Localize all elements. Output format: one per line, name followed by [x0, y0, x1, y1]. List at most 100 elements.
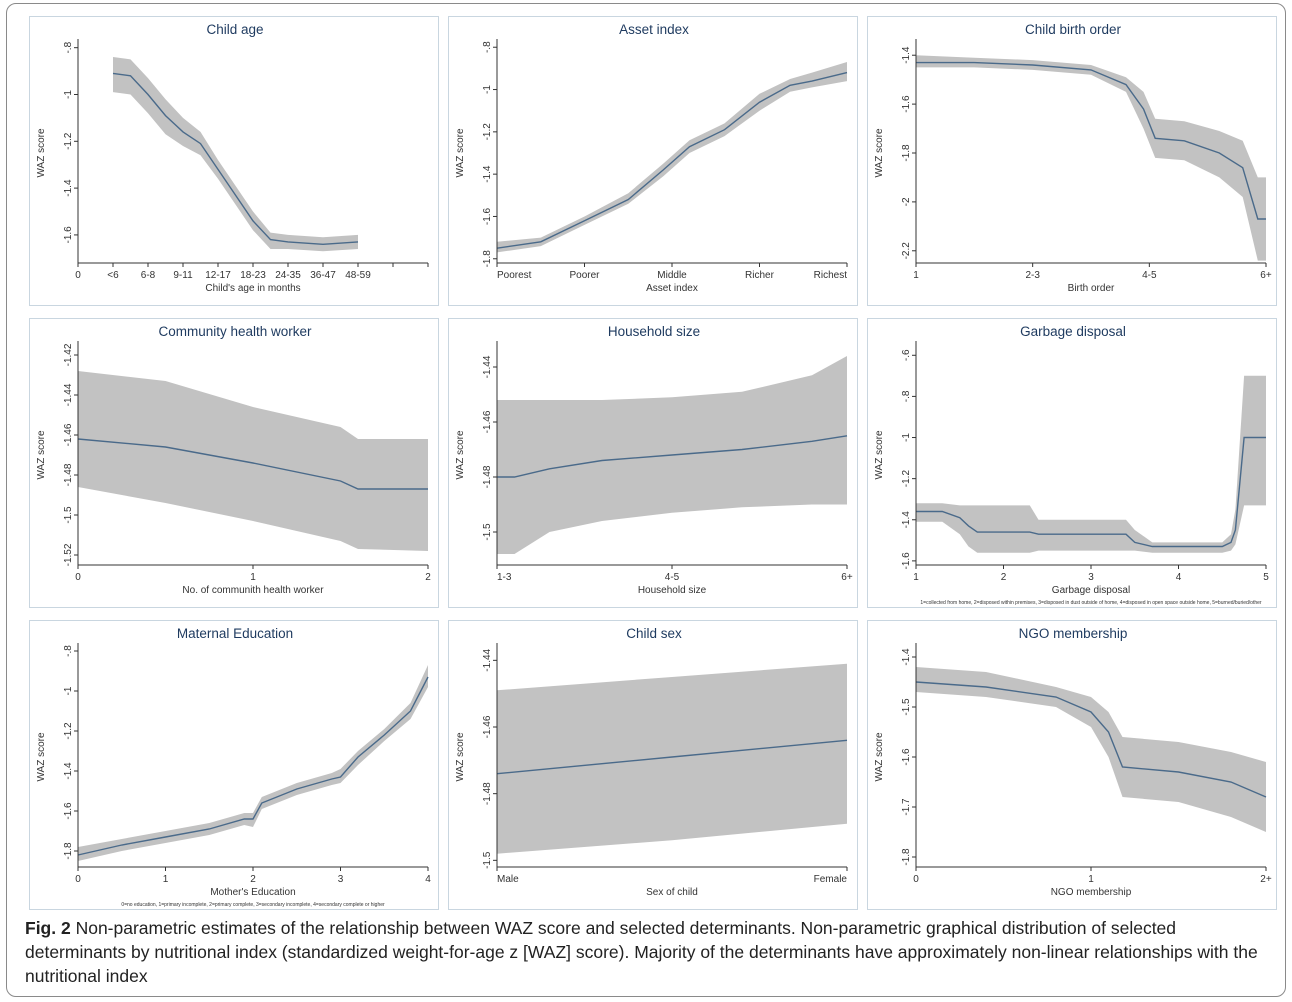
- chart-panel-garbage-disposal: Garbage disposal -.6 -.8 -1 -1.2 -1.4 -1.6 1 2 3 4…: [867, 318, 1277, 608]
- fitted-line: [915, 681, 1267, 798]
- x-axis-label: No. of communith health worker: [182, 585, 324, 596]
- x-tick-label: 4: [425, 874, 431, 885]
- x-tick-label: 1-3: [497, 572, 512, 583]
- y-tick-label: -1.2: [482, 123, 493, 141]
- y-tick-label: -1.5: [482, 523, 493, 541]
- chart-svg: NGO membership -1.4 -1.5 -1.6 -1.7 -1.80 1 2+ NG…: [874, 626, 1272, 898]
- x-tick-label: 2: [425, 572, 431, 583]
- confidence-band: [497, 62, 847, 253]
- y-tick-label: -.8: [63, 41, 74, 53]
- x-tick-label: 0: [75, 270, 81, 281]
- chart-title: Child age: [206, 22, 263, 37]
- x-tick-label: 12-17: [205, 270, 231, 281]
- y-tick-label: -1.48: [482, 782, 493, 805]
- chart-title: Community health worker: [158, 324, 312, 339]
- chart-panel-child-birth-order: Child birth order -1.4 -1.6 -1.8 -2 -2.2 1 2-3 4…: [867, 16, 1277, 306]
- x-tick-label: 2+: [1260, 874, 1272, 885]
- y-tick-label: -1.5: [482, 851, 493, 869]
- chart-title: Asset index: [619, 22, 689, 37]
- chart-svg: Child age -.8 -1 -1.2 -1.4 -1.6 0 <6 6-8 9-11 12-1…: [36, 22, 429, 294]
- chart-panel-ngo-membership: NGO membership -1.4 -1.5 -1.6 -1.7 -1.8 0 1 2+ NG…: [867, 620, 1277, 910]
- x-tick-label: 6-8: [141, 270, 156, 281]
- x-tick-label: Richest: [814, 270, 848, 281]
- y-tick-label: -1.8: [901, 848, 912, 866]
- x-tick-label: 1: [250, 572, 256, 583]
- x-tick-label: Middle: [657, 270, 687, 281]
- chart-title: Child birth order: [1025, 22, 1122, 37]
- y-tick-label: -1.46: [482, 410, 493, 433]
- x-tick-label: 4-5: [665, 572, 680, 583]
- y-tick-label: -1.4: [63, 179, 74, 197]
- y-axis-label: WAZ score: [874, 732, 885, 782]
- x-tick-label: 6+: [841, 572, 853, 583]
- x-tick-label: Female: [814, 874, 848, 885]
- y-tick-label: -1.4: [901, 648, 912, 666]
- y-tick-label: -1.4: [63, 762, 74, 780]
- y-axis-label: WAZ score: [455, 430, 466, 480]
- x-tick-label: 1: [1088, 874, 1094, 885]
- x-tick-label: 48-59: [345, 270, 371, 281]
- y-tick-label: -1.48: [63, 463, 74, 486]
- y-tick-label: -.6: [901, 349, 912, 361]
- chart-svg: Maternal Education -.8 -1 -1.2 -1.4 -1.6 -1.8 0…: [36, 626, 431, 908]
- x-axis-label: Household size: [638, 585, 707, 596]
- figure-caption: Fig. 2 Non-parametric estimates of the r…: [25, 916, 1265, 988]
- y-tick-label: -1.46: [63, 423, 74, 446]
- x-tick-label: 0: [75, 874, 81, 885]
- y-tick-label: -1.52: [63, 543, 74, 566]
- chart-svg: Child sex -1.44 -1.46 -1.48 -1.5 Male Female Se…: [455, 626, 848, 898]
- y-tick-label: -1.6: [901, 95, 912, 113]
- x-tick-label: 3: [338, 874, 344, 885]
- confidence-band: [78, 665, 428, 861]
- x-tick-label: Male: [497, 874, 519, 885]
- chart-note: 0=no education, 1=primary incomplete, 2=…: [121, 902, 385, 908]
- x-tick-label: 1: [913, 270, 919, 281]
- y-tick-label: -1.7: [901, 798, 912, 816]
- x-tick-label: <6: [107, 270, 119, 281]
- x-tick-label: 3: [1088, 572, 1094, 583]
- y-tick-label: -1.44: [482, 355, 493, 378]
- chart-panel-household-size: Household size -1.44 -1.46 -1.48 -1.5 1-3 4-5 6…: [448, 318, 858, 608]
- confidence-band: [916, 55, 1266, 261]
- x-axis-label: Sex of child: [646, 887, 698, 898]
- y-tick-label: -1.5: [901, 698, 912, 716]
- chart-title: Garbage disposal: [1020, 324, 1126, 339]
- fitted-line: [77, 438, 428, 490]
- chart-panel-asset-index: Asset index -.8 -1 -1.2 -1.4 -1.6 -1.8 Poorest P…: [448, 16, 858, 306]
- y-tick-label: -1.4: [901, 46, 912, 64]
- y-tick-label: -1: [482, 85, 493, 94]
- figure-frame: Child age -.8 -1 -1.2 -1.4 -1.6 0 <6 6-8 9-11 12-1…: [6, 3, 1286, 997]
- confidence-band: [113, 57, 358, 252]
- confidence-band: [497, 663, 847, 854]
- y-tick-label: -2.2: [901, 242, 912, 260]
- y-tick-label: -1.6: [901, 748, 912, 766]
- y-tick-label: -1.4: [901, 511, 912, 529]
- y-axis-label: WAZ score: [874, 430, 885, 480]
- x-tick-label: 36-47: [310, 270, 336, 281]
- fitted-line: [112, 72, 359, 246]
- x-tick-label: 1: [163, 874, 169, 885]
- y-tick-label: -1.46: [482, 715, 493, 738]
- chart-panel-community-health-worker: Community health worker -1.42 -1.44 -1.46 -1…: [29, 318, 439, 608]
- y-tick-label: -1.8: [63, 842, 74, 860]
- x-axis-label: NGO membership: [1051, 887, 1132, 898]
- y-tick-label: -1.48: [482, 465, 493, 488]
- fitted-line: [496, 71, 848, 249]
- y-tick-label: -.8: [63, 645, 74, 657]
- x-tick-label: 0: [75, 572, 81, 583]
- y-tick-label: -1.6: [901, 552, 912, 570]
- fitted-line: [497, 435, 848, 478]
- fitted-line: [916, 436, 1266, 548]
- chart-note: 1=collected from home, 2=disposed within…: [920, 600, 1262, 606]
- x-tick-label: Poorer: [569, 270, 600, 281]
- x-tick-label: 18-23: [240, 270, 266, 281]
- chart-svg: Garbage disposal -.6 -.8 -1 -1.2 -1.4 -1.61 2 3 4…: [874, 324, 1269, 606]
- x-tick-label: 2: [1001, 572, 1007, 583]
- x-tick-label: 0: [913, 874, 919, 885]
- y-tick-label: -1.6: [482, 207, 493, 225]
- chart-panel-maternal-education: Maternal Education -.8 -1 -1.2 -1.4 -1.6 -1.8 0…: [29, 620, 439, 910]
- x-tick-label: 6+: [1260, 270, 1272, 281]
- y-tick-label: -1.2: [901, 470, 912, 488]
- y-tick-label: -1.6: [63, 226, 74, 244]
- x-tick-label: 4: [1176, 572, 1182, 583]
